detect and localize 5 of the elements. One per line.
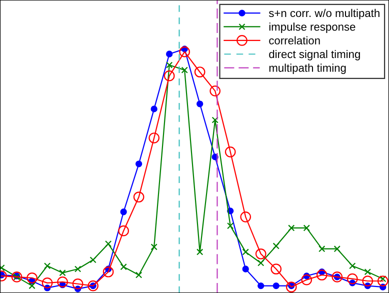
- text: direct signal timing: [269, 50, 360, 60]
- legend-label: s+n corr. w/o multipath: [268, 8, 380, 20]
- text: multipath timing: [269, 64, 346, 74]
- legend-label: impulse response: [269, 22, 356, 33]
- legend-label: correlation: [269, 36, 320, 44]
